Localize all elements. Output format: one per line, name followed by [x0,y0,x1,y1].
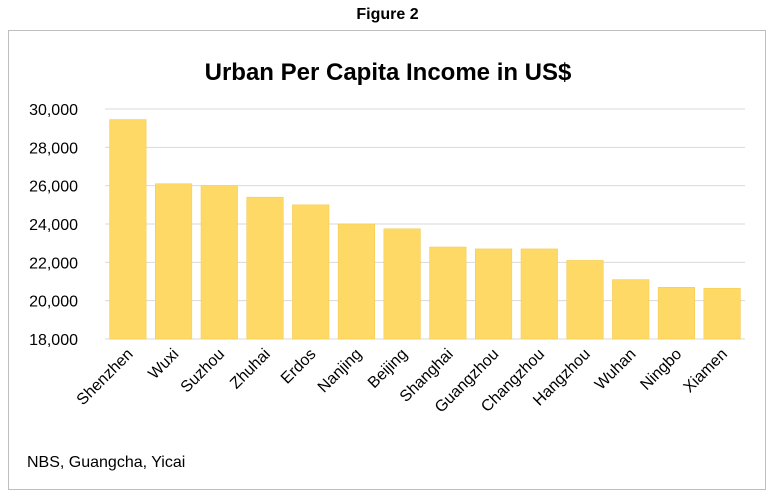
figure-label: Figure 2 [356,6,419,23]
x-tick-label: Suzhou [178,346,228,396]
y-tick-label: 26,000 [29,179,78,196]
bar-erdos [292,204,330,340]
bar-wuxi [155,183,193,340]
y-tick-label: 20,000 [29,294,78,311]
y-tick-label: 18,000 [29,332,78,349]
bars [109,119,741,340]
x-tick-label: Wuxi [145,346,182,383]
bar-xiamen [703,287,741,340]
x-tick-label: Nanjing [315,346,365,396]
y-tick-label: 30,000 [29,102,78,119]
x-tick-label: Ningbo [637,346,685,394]
x-tick-label: Erdos [278,346,320,388]
x-tick-label: Wuhan [592,346,640,394]
bar-nanjing [337,223,375,340]
bar-shenzhen [109,119,147,340]
x-tick-label: Zhuhai [227,346,274,393]
bar-changzhou [520,248,558,340]
chart-title: Urban Per Capita Income in US$ [205,59,572,86]
bar-suzhou [200,185,238,340]
bar-hangzhou [566,260,604,340]
source-note: NBS, Guangcha, Yicai [27,454,186,471]
bar-shanghai [429,246,467,340]
x-tick-label: Xiamen [681,346,731,396]
y-tick-label: 28,000 [29,140,78,157]
bar-zhuhai [246,196,284,340]
chart-frame [8,30,766,490]
y-tick-label: 22,000 [29,255,78,272]
bar-beijing [383,228,421,340]
y-axis-tick-labels: 18,000 20,000 22,000 24,000 26,000 28,000 30,0… [29,102,78,349]
bar-guangzhou [475,248,513,340]
bar-wuhan [612,279,650,340]
x-tick-label: Beijing [365,346,411,392]
y-tick-label: 24,000 [29,217,78,234]
x-tick-label: Shenzhen [74,346,137,409]
bar-ningbo [657,287,695,340]
